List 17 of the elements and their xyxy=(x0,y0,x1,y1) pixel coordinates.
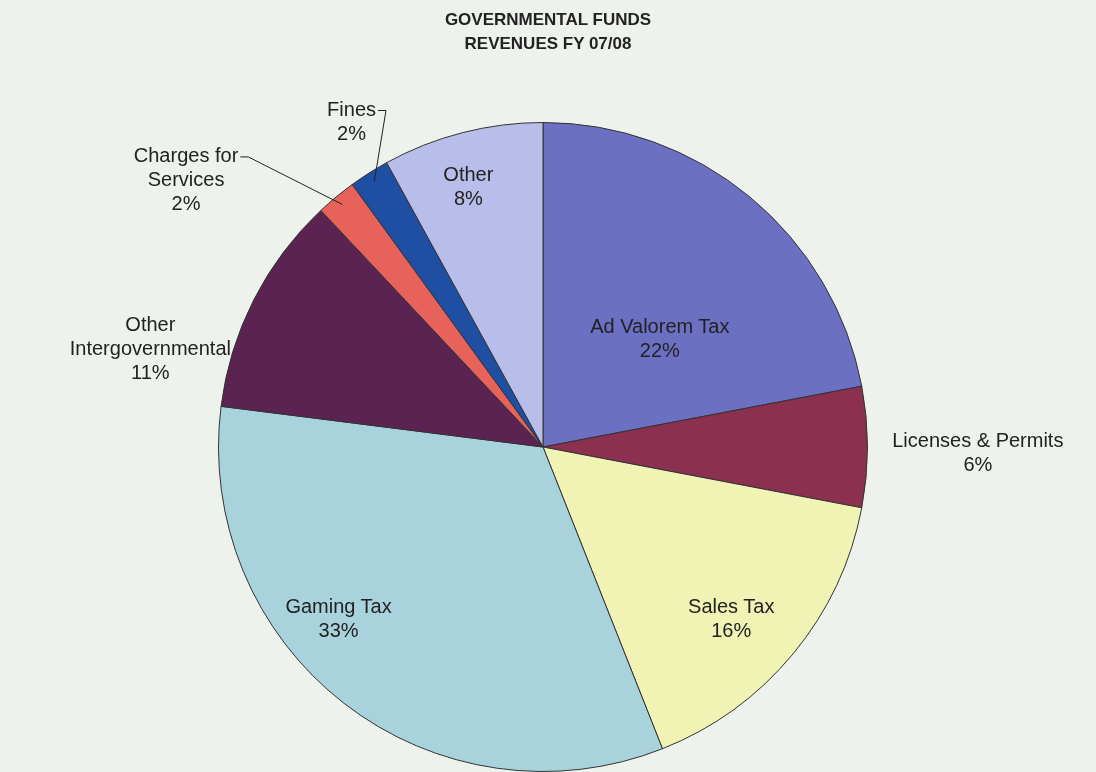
data-label: 33% xyxy=(318,618,359,641)
data-label: 22% xyxy=(639,339,681,362)
data-label: 16% xyxy=(711,618,752,641)
slice-label: Ad Valorem Tax xyxy=(590,315,730,338)
data-label: 2% xyxy=(337,122,367,145)
data-label: 8% xyxy=(453,186,484,209)
slice-label: Gaming Tax xyxy=(285,594,392,617)
slice-label: Other Intergovernmental xyxy=(69,313,231,360)
slice-label: Other xyxy=(443,162,494,185)
data-label: 11% xyxy=(131,361,170,384)
data-label: 2% xyxy=(171,192,201,215)
slice-label: Charges for Services xyxy=(133,144,239,191)
data-label: 6% xyxy=(963,453,993,476)
slice-label: Fines xyxy=(327,98,376,121)
slice-label: Sales Tax xyxy=(688,594,775,617)
slice-label: Licenses & Permits xyxy=(892,429,1064,452)
chart-title: GOVERNMENTAL FUNDS REVENUES FY 07/08 xyxy=(443,9,653,55)
